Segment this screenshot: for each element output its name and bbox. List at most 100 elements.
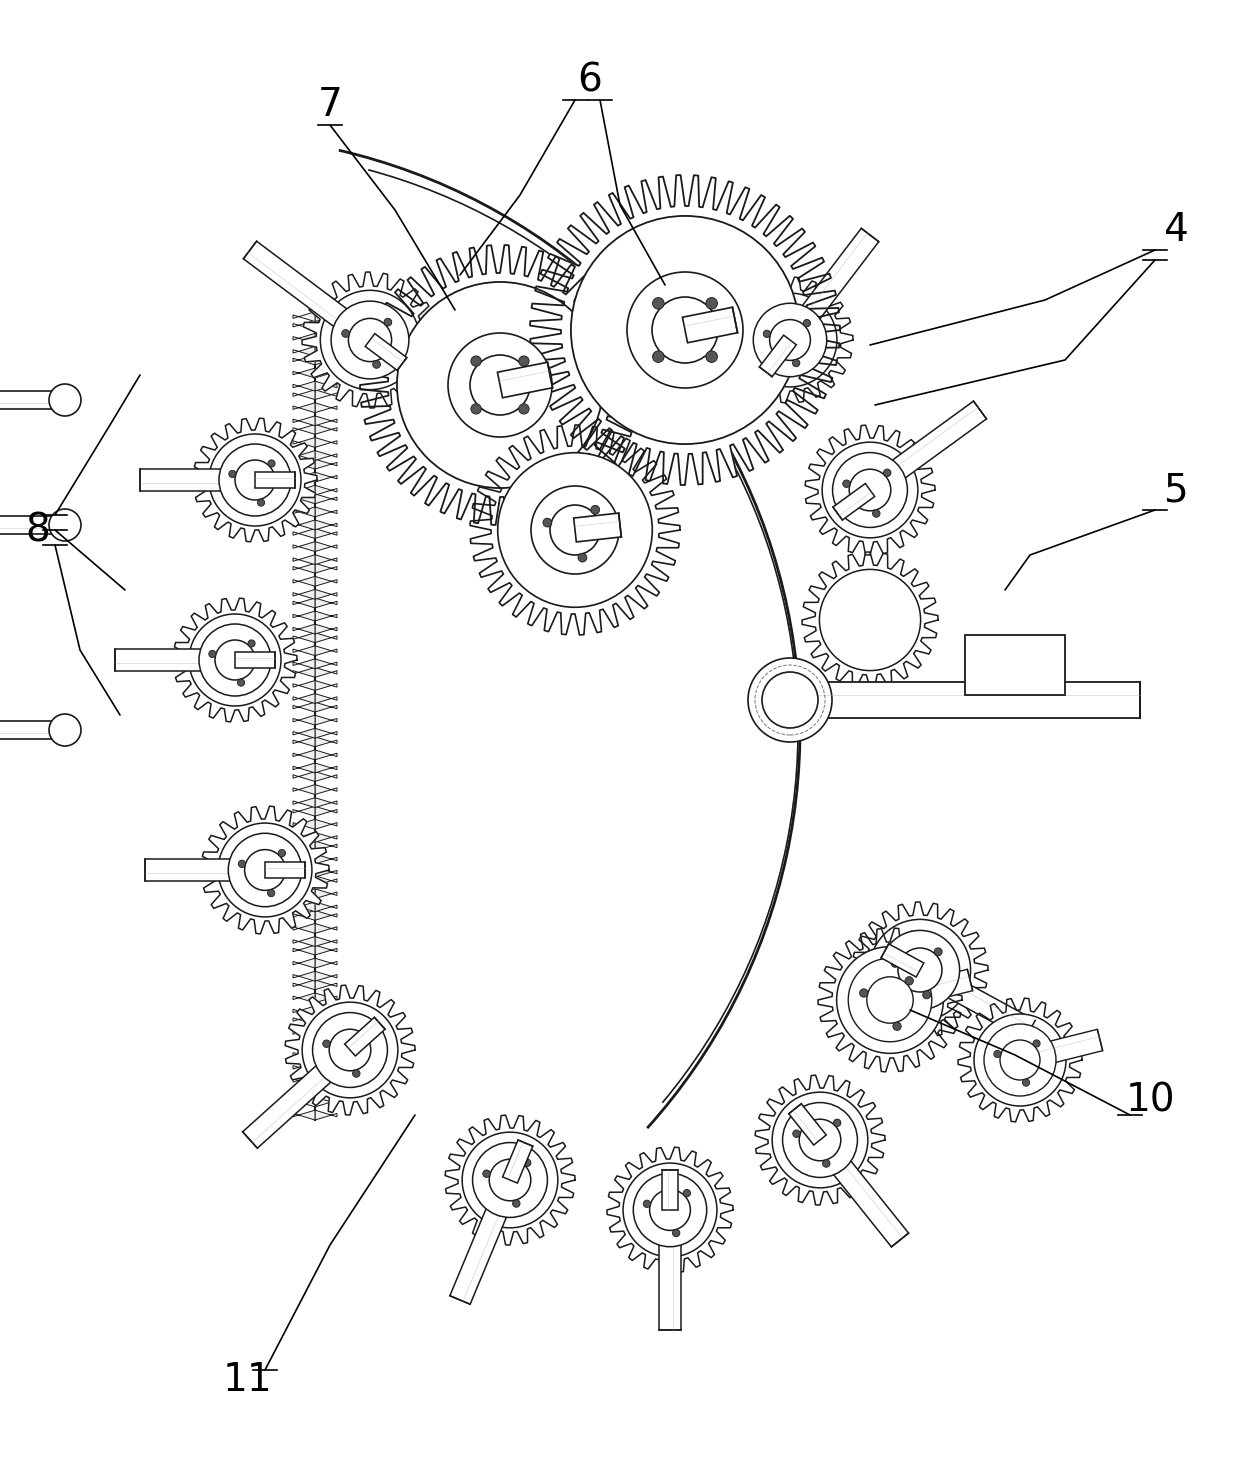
Polygon shape <box>315 910 337 920</box>
Polygon shape <box>315 485 337 495</box>
Polygon shape <box>315 716 337 725</box>
Circle shape <box>650 1189 691 1230</box>
Polygon shape <box>315 763 337 773</box>
Polygon shape <box>293 703 315 712</box>
Polygon shape <box>293 749 315 760</box>
Polygon shape <box>315 1049 337 1059</box>
Polygon shape <box>293 910 315 920</box>
Circle shape <box>236 460 275 500</box>
Circle shape <box>348 318 392 362</box>
Polygon shape <box>285 985 415 1115</box>
Polygon shape <box>360 245 640 524</box>
Circle shape <box>892 960 899 967</box>
Circle shape <box>993 1050 1001 1058</box>
Polygon shape <box>315 459 337 469</box>
Polygon shape <box>293 577 315 586</box>
Polygon shape <box>293 589 315 599</box>
Polygon shape <box>445 1115 575 1245</box>
Circle shape <box>672 1229 680 1236</box>
Polygon shape <box>315 972 337 982</box>
Polygon shape <box>315 668 337 678</box>
Polygon shape <box>293 855 315 863</box>
Circle shape <box>792 1129 800 1138</box>
Polygon shape <box>315 472 337 482</box>
Circle shape <box>50 714 81 747</box>
Polygon shape <box>243 1042 357 1148</box>
Polygon shape <box>293 507 315 517</box>
Polygon shape <box>759 335 796 377</box>
Circle shape <box>248 640 255 647</box>
Circle shape <box>848 958 931 1042</box>
Polygon shape <box>293 624 315 634</box>
Polygon shape <box>315 1062 337 1072</box>
Text: 8: 8 <box>26 511 51 549</box>
Polygon shape <box>174 598 298 722</box>
Polygon shape <box>315 368 337 378</box>
Circle shape <box>482 1170 490 1178</box>
Polygon shape <box>0 392 64 409</box>
Polygon shape <box>293 633 315 643</box>
Circle shape <box>849 469 890 511</box>
Polygon shape <box>315 842 337 850</box>
Polygon shape <box>293 1014 315 1024</box>
Polygon shape <box>293 598 315 608</box>
Polygon shape <box>810 682 1140 717</box>
Polygon shape <box>315 806 337 817</box>
Polygon shape <box>959 998 1083 1122</box>
Polygon shape <box>315 564 337 573</box>
Polygon shape <box>315 416 337 425</box>
Polygon shape <box>315 980 337 989</box>
Polygon shape <box>293 1027 315 1037</box>
Polygon shape <box>193 418 317 542</box>
Polygon shape <box>315 901 337 912</box>
Polygon shape <box>315 855 337 863</box>
Circle shape <box>570 216 799 444</box>
Polygon shape <box>833 484 874 520</box>
Polygon shape <box>315 945 337 955</box>
Polygon shape <box>727 278 853 403</box>
Circle shape <box>743 294 837 387</box>
Polygon shape <box>0 516 64 535</box>
Polygon shape <box>293 868 315 877</box>
Polygon shape <box>789 1103 826 1145</box>
Text: 11: 11 <box>223 1362 273 1400</box>
Polygon shape <box>293 1110 315 1121</box>
Circle shape <box>518 356 529 367</box>
Polygon shape <box>293 771 315 782</box>
Circle shape <box>268 460 275 468</box>
Polygon shape <box>1017 1030 1102 1071</box>
Circle shape <box>893 1023 901 1030</box>
Circle shape <box>859 989 868 998</box>
Text: 7: 7 <box>317 86 342 124</box>
Polygon shape <box>255 472 295 488</box>
Polygon shape <box>293 659 315 669</box>
Polygon shape <box>781 228 879 346</box>
Polygon shape <box>0 720 64 739</box>
Circle shape <box>329 1029 371 1071</box>
Polygon shape <box>315 820 337 830</box>
Circle shape <box>551 506 600 555</box>
Circle shape <box>210 434 301 526</box>
Polygon shape <box>315 728 337 738</box>
Circle shape <box>463 1132 558 1227</box>
Polygon shape <box>293 1040 315 1050</box>
Polygon shape <box>140 469 255 491</box>
Circle shape <box>312 1012 387 1087</box>
Polygon shape <box>293 842 315 850</box>
Circle shape <box>518 403 529 413</box>
Circle shape <box>188 614 281 706</box>
Polygon shape <box>293 529 315 539</box>
Polygon shape <box>145 859 265 881</box>
Polygon shape <box>315 555 337 564</box>
Polygon shape <box>315 311 337 321</box>
Polygon shape <box>315 958 337 969</box>
Circle shape <box>268 890 275 897</box>
Polygon shape <box>293 736 315 747</box>
Polygon shape <box>315 403 337 412</box>
Circle shape <box>923 991 931 999</box>
Polygon shape <box>293 833 315 843</box>
Polygon shape <box>315 993 337 1002</box>
Circle shape <box>472 1143 547 1217</box>
Polygon shape <box>293 520 315 530</box>
Polygon shape <box>293 716 315 725</box>
